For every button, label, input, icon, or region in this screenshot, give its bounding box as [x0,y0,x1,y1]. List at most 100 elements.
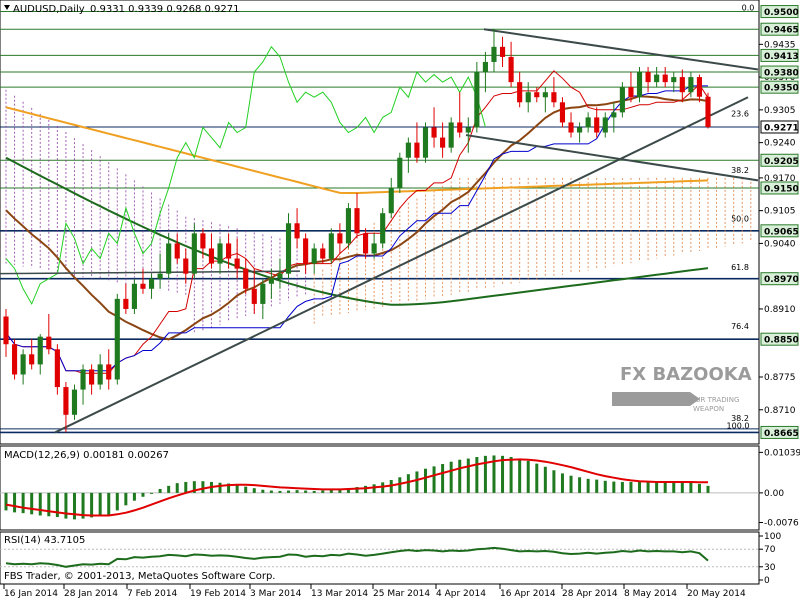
ma-brown-line [5,95,709,341]
macd-bar [312,490,316,493]
macd-bar [261,489,265,493]
macd-bar [201,481,205,493]
candle-body [157,273,163,279]
macd-bar [638,481,642,493]
rsi-tick-label: 0 [764,576,770,586]
candle-body [191,233,197,274]
candle-body [662,74,668,83]
candle-body [200,233,206,249]
candle-body [3,316,9,345]
macd-bar [192,481,196,493]
fib-label: 23.6 [731,109,749,118]
candle-body [534,92,540,98]
candle-body [602,117,608,133]
macd-tick-label: 0.00 [764,489,784,499]
candle-body [696,77,703,97]
macd-bar [372,484,376,493]
candle-body [508,56,514,83]
macd-bar [13,492,17,513]
price-tag-label: 0.8850 [764,336,799,346]
macd-bar [227,483,231,493]
macd-bar [646,481,650,493]
macd-series [0,455,759,520]
candle-body [577,127,583,133]
y-tick-label: 0.9435 [764,40,796,50]
candle-body [71,389,78,415]
candle-body [80,369,86,390]
candle-body [217,243,223,264]
price-tag-box [760,425,799,439]
candle-body [345,208,352,244]
candle-body [491,46,497,62]
macd-bar [543,466,547,493]
macd-bar [526,460,530,493]
downtrend-upper-line [483,28,759,71]
macd-label: MACD(12,26,9) 0.00181 0.00267 [4,450,169,461]
watermark-line1: YOUR TRADING [685,396,739,404]
price-tag-box [760,65,799,79]
macd-bar [321,490,325,493]
macd-bar [287,490,291,493]
price-tag-label: 0.9465 [764,26,799,36]
price-tag-box [760,120,799,134]
macd-bar [158,488,162,493]
price-tag-box [760,332,799,346]
chevron-down-icon[interactable] [4,5,10,10]
macd-bar [466,458,470,493]
price-tag-label: 0.9500 [764,8,799,18]
price-tag-label: 0.9205 [764,157,799,167]
fib-label: 76.4 [731,322,749,331]
price-tag-label: 0.9350 [764,84,799,94]
candle-body [679,77,685,93]
macd-bar [4,492,8,511]
candle-body [688,77,694,93]
x-tick-label: 3 Mar 2014 [250,589,302,599]
macd-bar [680,481,684,493]
candle-body [11,344,18,375]
macd-bar [629,481,633,493]
candle-body [482,61,488,73]
candle-body [568,122,574,133]
macd-bar [81,492,85,519]
macd-bar [90,492,94,518]
macd-bar [381,482,385,493]
candle-body [320,248,326,259]
ma-orange-line [5,106,709,194]
price-tag-box [760,5,799,19]
y-tick-label: 0.9305 [764,106,796,116]
candle-body [594,117,600,133]
macd-signal-line [5,458,708,517]
macd-bar [184,481,188,493]
price-tag-box [760,22,799,36]
candle-body [106,364,112,380]
candle-body [260,283,266,304]
candle-body [131,283,137,309]
y-tick-label: 0.8710 [764,406,796,416]
candle-body [303,238,309,264]
macd-bar [124,492,128,506]
price-tag-label: 0.9150 [764,184,799,194]
macd-bar [364,485,368,493]
macd-bar [338,488,342,493]
y-tick-label: 0.9040 [764,239,796,249]
macd-bar [603,480,607,493]
rsi-tick-label: 100 [764,532,781,542]
fib-label: 38.2 [731,166,749,175]
watermark-brand: FX BAZOOKA [620,364,752,385]
main-panel [0,0,760,445]
price-tag-box [760,153,799,167]
macd-bar [483,455,487,493]
y-tick-label: 0.8910 [764,305,796,315]
candle-body [29,354,35,365]
macd-bar [578,477,582,493]
rsi-tick-label: 30 [764,563,776,573]
price-tag-label: 0.9413 [764,52,799,62]
macd-bar [406,474,410,493]
kijun-line [5,85,708,372]
macd-bar [706,485,710,493]
candle-body [114,298,120,380]
price-tag-label: 0.9380 [764,69,799,79]
price-tag-label: 0.8970 [764,275,799,285]
candle-body [89,369,95,385]
